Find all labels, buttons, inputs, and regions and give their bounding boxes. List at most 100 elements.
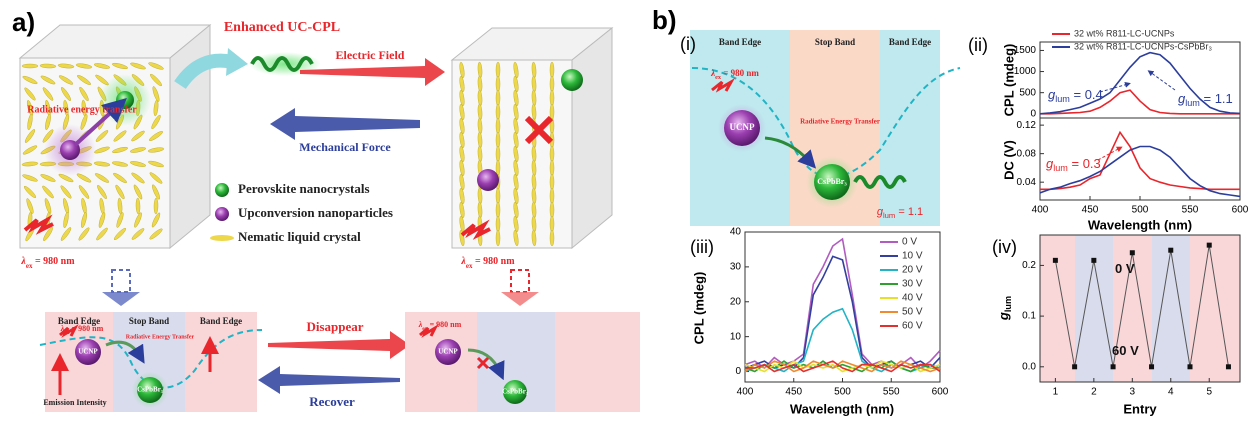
dashed-arrow [511, 270, 529, 292]
band [1190, 235, 1240, 382]
lc-molecule [496, 132, 500, 148]
data-point [1188, 364, 1193, 369]
lc-molecule [496, 202, 500, 218]
x-tick-label: 450 [785, 387, 802, 398]
band [1113, 235, 1152, 382]
text: = 1.1 [1200, 91, 1233, 106]
subscript: lum [1055, 94, 1070, 104]
panel-label: b) [652, 5, 677, 35]
y-tick-label: 500 [1019, 87, 1036, 98]
legend-label: 32 wt% R811-LC-UCNPs-CsPbBr₃ [1074, 41, 1212, 51]
legend-label: 40 V [902, 293, 923, 304]
lc-molecule [550, 230, 554, 246]
data-point [1111, 364, 1116, 369]
x-tick-label: 500 [834, 387, 851, 398]
y-tick-label: 0.04 [1017, 177, 1037, 188]
mechanical-arrow [270, 108, 420, 140]
electric-arrow [300, 58, 445, 86]
text: = 980 nm [721, 68, 759, 78]
label: Mechanical Force [299, 140, 391, 154]
annotation-arrow [1150, 72, 1175, 90]
lc-molecule [496, 188, 500, 204]
legend-symbol [210, 235, 234, 241]
lc-molecule [496, 62, 500, 78]
lc-molecule [496, 76, 500, 92]
x-tick-label: 4 [1168, 387, 1174, 398]
label: UCNP [730, 122, 755, 132]
panel-label: (iii) [690, 237, 714, 257]
series-line [745, 361, 940, 371]
figure: a)Enhanced UC-CPLElectric FieldMechanica… [0, 0, 1254, 418]
label: Perovskite nanocrystals [238, 181, 370, 196]
y-tick-label: 0.12 [1017, 120, 1037, 131]
cyan-arrow-head [226, 48, 248, 76]
lc-molecule [550, 188, 554, 204]
lc-molecule [496, 230, 500, 246]
legend-label: 0 V [902, 237, 917, 248]
data-point [1072, 364, 1077, 369]
lc-molecule [550, 146, 554, 162]
x-tick-label: 600 [1232, 205, 1249, 216]
x-tick-label: 600 [932, 387, 949, 398]
label: λex = 980 nm [460, 256, 515, 269]
annotation: glum = 0.3 [1046, 156, 1101, 173]
x-tick-label: 450 [1082, 205, 1099, 216]
label: Band Edge [889, 37, 931, 47]
dashed-arrow [112, 270, 130, 292]
x-tick-label: 400 [737, 387, 754, 398]
lc-molecule [550, 76, 554, 92]
series-line [745, 361, 940, 371]
y-tick-label: 0.0 [1022, 361, 1036, 372]
subscript: lum [1053, 163, 1068, 173]
label: Radiative energy transfer [27, 104, 137, 115]
y-axis-label: glum [996, 296, 1013, 321]
legend-label: 30 V [902, 279, 923, 290]
lc-molecule [154, 198, 158, 214]
legend-label: 32 wt% R811-LC-UCNPs [1074, 28, 1175, 38]
x-axis-label: Entry [1123, 401, 1157, 416]
x-axis-label: Wavelength (nm) [1088, 217, 1192, 232]
legend-symbol [215, 207, 229, 221]
label: Stop Band [129, 316, 169, 326]
text: = 980 nm [32, 256, 75, 267]
annotation: glum = 1.1 [1178, 91, 1233, 108]
lc-molecule [496, 146, 500, 162]
annotation: 0 V [1115, 261, 1135, 276]
text: = 0.3 [1068, 156, 1101, 171]
panel-label: (i) [680, 34, 696, 54]
annotation: glum = 0.4 [1048, 87, 1103, 104]
y-tick-label: 0 [1030, 108, 1036, 119]
ucnp-sphere [477, 169, 499, 191]
lc-molecule [550, 90, 554, 106]
legend-label: 20 V [902, 265, 923, 276]
x-tick-label: 1 [1053, 387, 1059, 398]
y-tick-label: 20 [730, 296, 742, 307]
x-tick-label: 2 [1091, 387, 1097, 398]
data-point [1149, 364, 1154, 369]
panel-label: (iv) [992, 237, 1017, 257]
y-tick-label: 10 [730, 331, 742, 342]
label: Electric Field [336, 48, 405, 62]
lc-molecule [22, 64, 38, 68]
label: Band Edge [719, 37, 761, 47]
label: Radiative Energy Transfer [800, 118, 880, 126]
dashed-arrow-head [102, 292, 140, 306]
lc-molecule [496, 118, 500, 134]
legend-label: 10 V [902, 251, 923, 262]
data-point [1168, 248, 1173, 253]
panel-label: a) [12, 7, 35, 37]
legend-symbol [215, 183, 229, 197]
y-tick-label: 1000 [1014, 66, 1037, 77]
y-tick-label: 0.1 [1022, 311, 1036, 322]
text: 0 V [1115, 261, 1135, 276]
lc-molecule [550, 160, 554, 176]
label: CsPbBr₃ [502, 388, 528, 396]
data-point [1130, 250, 1135, 255]
text: = 0.4 [1070, 87, 1103, 102]
data-point [1207, 243, 1212, 248]
x-tick-label: 500 [1132, 205, 1149, 216]
label: Nematic liquid crystal [238, 229, 361, 244]
lc-molecule [496, 216, 500, 232]
y-axis-label: CPL (mdeg) [1001, 44, 1016, 117]
label: Band Edge [200, 316, 242, 326]
